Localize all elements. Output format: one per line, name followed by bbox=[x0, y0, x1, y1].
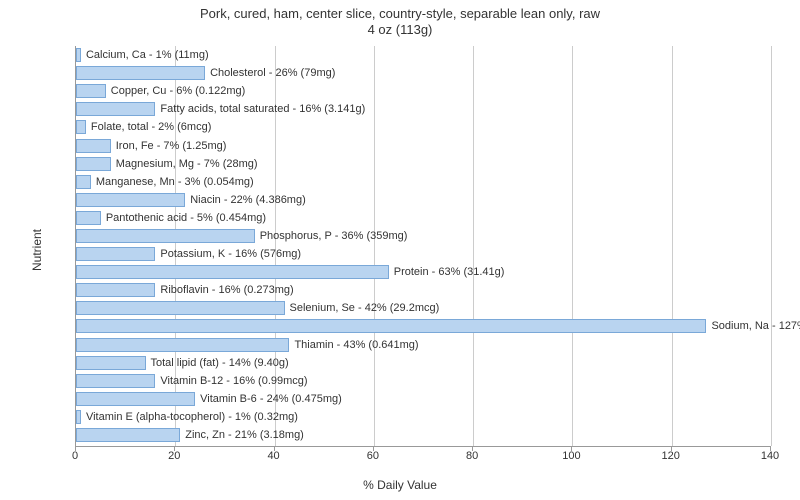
bar-row: Riboflavin - 16% (0.273mg) bbox=[76, 281, 771, 299]
bar-label: Magnesium, Mg - 7% (28mg) bbox=[116, 158, 258, 170]
bar bbox=[76, 247, 155, 261]
bar bbox=[76, 428, 180, 442]
x-tick-label: 0 bbox=[72, 450, 78, 462]
bar bbox=[76, 229, 255, 243]
x-tick-label: 80 bbox=[466, 450, 478, 462]
bar-label: Manganese, Mn - 3% (0.054mg) bbox=[96, 176, 254, 188]
bar-label: Cholesterol - 26% (79mg) bbox=[210, 67, 335, 79]
bar-label: Sodium, Na - 127% (3045mg) bbox=[711, 320, 800, 332]
gridline bbox=[473, 46, 474, 446]
bar bbox=[76, 319, 706, 333]
bar-label: Potassium, K - 16% (576mg) bbox=[160, 248, 301, 260]
bar-label: Folate, total - 2% (6mcg) bbox=[91, 121, 211, 133]
nutrient-chart: Pork, cured, ham, center slice, country-… bbox=[0, 0, 800, 500]
bar-label: Protein - 63% (31.41g) bbox=[394, 266, 505, 278]
bar-row: Potassium, K - 16% (576mg) bbox=[76, 245, 771, 263]
x-tick-label: 100 bbox=[562, 450, 580, 462]
bar-row: Niacin - 22% (4.386mg) bbox=[76, 191, 771, 209]
bar-label: Vitamin E (alpha-tocopherol) - 1% (0.32m… bbox=[86, 411, 298, 423]
chart-subtitle: 4 oz (113g) bbox=[0, 22, 800, 37]
bar-label: Riboflavin - 16% (0.273mg) bbox=[160, 284, 293, 296]
gridline bbox=[672, 46, 673, 446]
bar bbox=[76, 175, 91, 189]
bar-label: Selenium, Se - 42% (29.2mcg) bbox=[290, 302, 440, 314]
bar-label: Calcium, Ca - 1% (11mg) bbox=[86, 49, 209, 61]
bar-row: Copper, Cu - 6% (0.122mg) bbox=[76, 82, 771, 100]
x-tick-label: 40 bbox=[267, 450, 279, 462]
gridline bbox=[572, 46, 573, 446]
y-axis-title: Nutrient bbox=[30, 229, 44, 271]
gridline bbox=[771, 46, 772, 446]
gridline bbox=[374, 46, 375, 446]
bar-row: Cholesterol - 26% (79mg) bbox=[76, 64, 771, 82]
bar-row: Calcium, Ca - 1% (11mg) bbox=[76, 46, 771, 64]
x-tick-label: 60 bbox=[367, 450, 379, 462]
bar bbox=[76, 193, 185, 207]
bar-row: Vitamin B-6 - 24% (0.475mg) bbox=[76, 390, 771, 408]
bar-label: Thiamin - 43% (0.641mg) bbox=[294, 339, 418, 351]
bar-label: Zinc, Zn - 21% (3.18mg) bbox=[185, 429, 304, 441]
bar bbox=[76, 120, 86, 134]
bar-label: Phosphorus, P - 36% (359mg) bbox=[260, 230, 408, 242]
bar-row: Protein - 63% (31.41g) bbox=[76, 263, 771, 281]
bar bbox=[76, 301, 285, 315]
bar-label: Vitamin B-12 - 16% (0.99mcg) bbox=[160, 375, 307, 387]
bar-row: Vitamin E (alpha-tocopherol) - 1% (0.32m… bbox=[76, 408, 771, 426]
bar bbox=[76, 211, 101, 225]
bar bbox=[76, 283, 155, 297]
bar-row: Folate, total - 2% (6mcg) bbox=[76, 118, 771, 136]
x-axis-title: % Daily Value bbox=[0, 478, 800, 492]
bar-row: Manganese, Mn - 3% (0.054mg) bbox=[76, 173, 771, 191]
bar bbox=[76, 48, 81, 62]
bar-row: Zinc, Zn - 21% (3.18mg) bbox=[76, 426, 771, 444]
bar bbox=[76, 356, 146, 370]
bar bbox=[76, 392, 195, 406]
bar-row: Phosphorus, P - 36% (359mg) bbox=[76, 227, 771, 245]
bar-row: Fatty acids, total saturated - 16% (3.14… bbox=[76, 100, 771, 118]
bar-row: Magnesium, Mg - 7% (28mg) bbox=[76, 155, 771, 173]
bar bbox=[76, 157, 111, 171]
bar-row: Vitamin B-12 - 16% (0.99mcg) bbox=[76, 372, 771, 390]
bar bbox=[76, 66, 205, 80]
plot-area: Calcium, Ca - 1% (11mg)Cholesterol - 26%… bbox=[75, 46, 771, 447]
bar-label: Niacin - 22% (4.386mg) bbox=[190, 194, 306, 206]
bar bbox=[76, 102, 155, 116]
bar-row: Sodium, Na - 127% (3045mg) bbox=[76, 317, 771, 335]
bar-row: Iron, Fe - 7% (1.25mg) bbox=[76, 136, 771, 154]
bar bbox=[76, 338, 289, 352]
bar-row: Thiamin - 43% (0.641mg) bbox=[76, 336, 771, 354]
bar-label: Total lipid (fat) - 14% (9.40g) bbox=[151, 357, 289, 369]
bar-row: Total lipid (fat) - 14% (9.40g) bbox=[76, 354, 771, 372]
x-tick-label: 140 bbox=[761, 450, 779, 462]
bar-label: Vitamin B-6 - 24% (0.475mg) bbox=[200, 393, 342, 405]
bar bbox=[76, 139, 111, 153]
bar bbox=[76, 265, 389, 279]
bar-label: Iron, Fe - 7% (1.25mg) bbox=[116, 140, 227, 152]
bar-row: Selenium, Se - 42% (29.2mcg) bbox=[76, 299, 771, 317]
x-tick-label: 20 bbox=[168, 450, 180, 462]
bar-label: Fatty acids, total saturated - 16% (3.14… bbox=[160, 103, 365, 115]
bar-label: Copper, Cu - 6% (0.122mg) bbox=[111, 85, 246, 97]
chart-title: Pork, cured, ham, center slice, country-… bbox=[0, 6, 800, 21]
x-tick-label: 120 bbox=[662, 450, 680, 462]
bar bbox=[76, 410, 81, 424]
bar-label: Pantothenic acid - 5% (0.454mg) bbox=[106, 212, 266, 224]
bar-row: Pantothenic acid - 5% (0.454mg) bbox=[76, 209, 771, 227]
bar bbox=[76, 84, 106, 98]
bar bbox=[76, 374, 155, 388]
